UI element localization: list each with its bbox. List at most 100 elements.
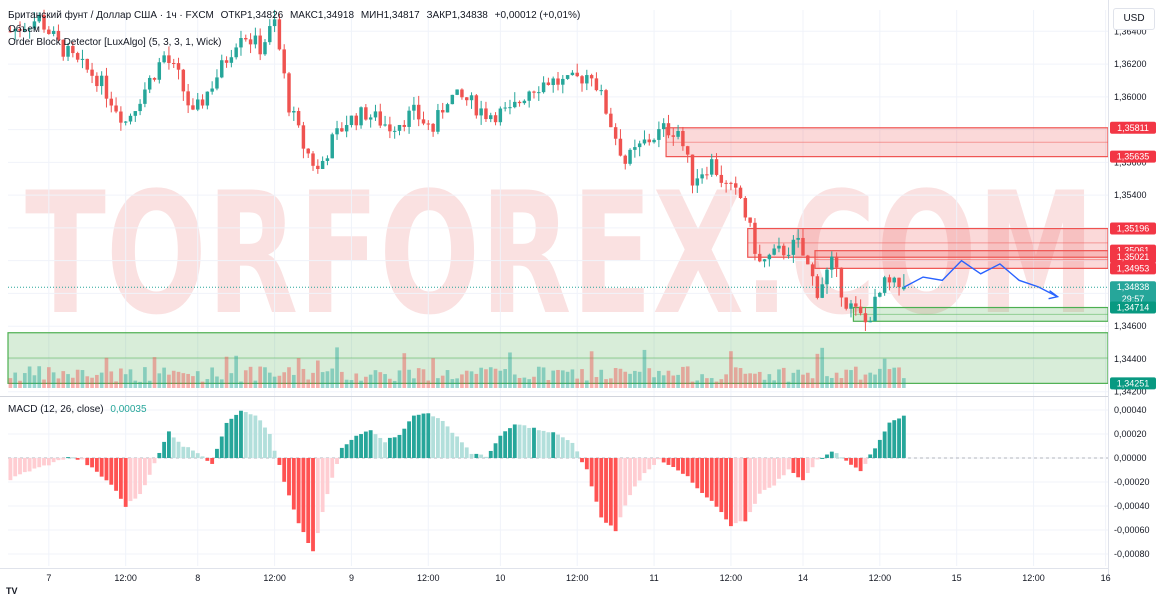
macd-bar	[877, 439, 882, 458]
volume-bar	[195, 371, 200, 388]
candle-body	[392, 130, 397, 132]
candle-body	[695, 178, 700, 186]
candle-body	[23, 29, 27, 31]
candle-body	[556, 78, 560, 85]
volume-bar	[22, 373, 27, 388]
price-tick-label: 1,34400	[1114, 354, 1147, 364]
volume-bar	[460, 374, 464, 388]
candle-body	[8, 31, 13, 33]
volume-bar	[80, 370, 85, 388]
candle-body	[551, 78, 555, 85]
volume-bar	[287, 367, 291, 388]
volume-bar	[330, 368, 335, 388]
volume-bar	[609, 378, 613, 388]
macd-bar	[229, 418, 234, 458]
macd-bar	[527, 427, 532, 458]
volume-bar	[671, 375, 676, 388]
volume-bar	[642, 349, 647, 388]
macd-bar	[315, 458, 320, 534]
candle-body	[244, 38, 248, 40]
macd-bar	[608, 458, 613, 526]
candle-body	[253, 35, 258, 45]
candle-body	[239, 38, 243, 48]
candle-body	[796, 237, 800, 240]
volume-bar	[104, 357, 109, 388]
volume-bar	[392, 380, 397, 388]
macd-bar	[272, 450, 277, 458]
macd-bar	[330, 458, 335, 478]
candle-body	[258, 35, 262, 55]
macd-bar	[215, 448, 219, 458]
volume-bar	[248, 366, 253, 388]
volume-bar	[868, 372, 873, 388]
volume-bar	[229, 373, 234, 388]
candle-body	[99, 75, 104, 87]
currency-button[interactable]: USD	[1113, 8, 1155, 30]
candle-body	[224, 60, 229, 63]
volume-bar	[95, 374, 99, 388]
time-tick-label: 12:00	[1022, 573, 1045, 583]
candle-body	[133, 111, 138, 116]
macd-bar	[46, 458, 51, 466]
candle-body	[594, 78, 599, 91]
time-tick-label: 11	[649, 573, 658, 583]
volume-bar	[849, 370, 853, 388]
time-tick-label: 15	[952, 573, 962, 583]
macd-bar	[791, 458, 796, 473]
price-label-text: 1,34953	[1117, 263, 1150, 273]
candle-body	[191, 105, 195, 110]
volume-legend[interactable]: Объем	[8, 24, 44, 35]
volume-bar	[777, 369, 781, 388]
candle-body	[690, 154, 695, 186]
macd-histogram	[8, 410, 906, 552]
macd-bar	[421, 413, 426, 458]
macd-legend[interactable]: MACD (12, 26, close) 0,00035	[8, 404, 151, 415]
candle-body	[109, 98, 114, 106]
candle-body	[349, 115, 354, 126]
time-tick-label: 8	[195, 573, 200, 583]
forecast-arrow	[1048, 290, 1060, 300]
indicator-legend[interactable]: Order Block Detector [LuxAlgo] (5, 3, 3,…	[8, 37, 225, 48]
candle-body	[282, 49, 286, 74]
candle-body	[436, 110, 440, 132]
macd-bar	[671, 458, 676, 468]
candle-body	[407, 110, 411, 127]
candle-body	[455, 89, 459, 95]
candle-body	[268, 26, 272, 43]
volume-bar	[239, 381, 243, 388]
volume-bar	[344, 379, 349, 388]
macd-bar	[738, 458, 743, 522]
candle-body	[700, 174, 704, 179]
macd-bar	[541, 430, 546, 458]
candle-body	[685, 146, 690, 155]
macd-bar	[263, 427, 267, 458]
volume-bar	[397, 370, 402, 388]
candle-body	[681, 130, 685, 147]
candle-body	[292, 111, 296, 113]
volume-bar	[873, 374, 877, 388]
candle-body	[138, 103, 142, 112]
macd-tick-label: -0,00060	[1114, 525, 1150, 535]
volume-bar	[575, 378, 580, 388]
candle-body	[104, 75, 109, 99]
candle-body	[724, 182, 728, 184]
macd-bar	[176, 441, 181, 458]
price-label-box	[1110, 301, 1156, 314]
candle-body	[114, 105, 118, 112]
candle-body	[80, 58, 85, 60]
candle-body	[248, 39, 253, 45]
macd-bar	[642, 458, 647, 474]
volume-bar	[604, 379, 608, 388]
volume-bar	[47, 367, 51, 388]
macd-bar	[186, 447, 191, 458]
macd-bar	[311, 458, 315, 552]
candle-body	[791, 239, 796, 255]
candle-body	[762, 259, 767, 262]
volume-bar	[714, 381, 719, 388]
macd-bar	[411, 415, 416, 458]
macd-bar	[239, 410, 243, 458]
volume-bar	[781, 367, 786, 388]
candle-body	[167, 55, 171, 63]
macd-bar	[94, 458, 99, 472]
